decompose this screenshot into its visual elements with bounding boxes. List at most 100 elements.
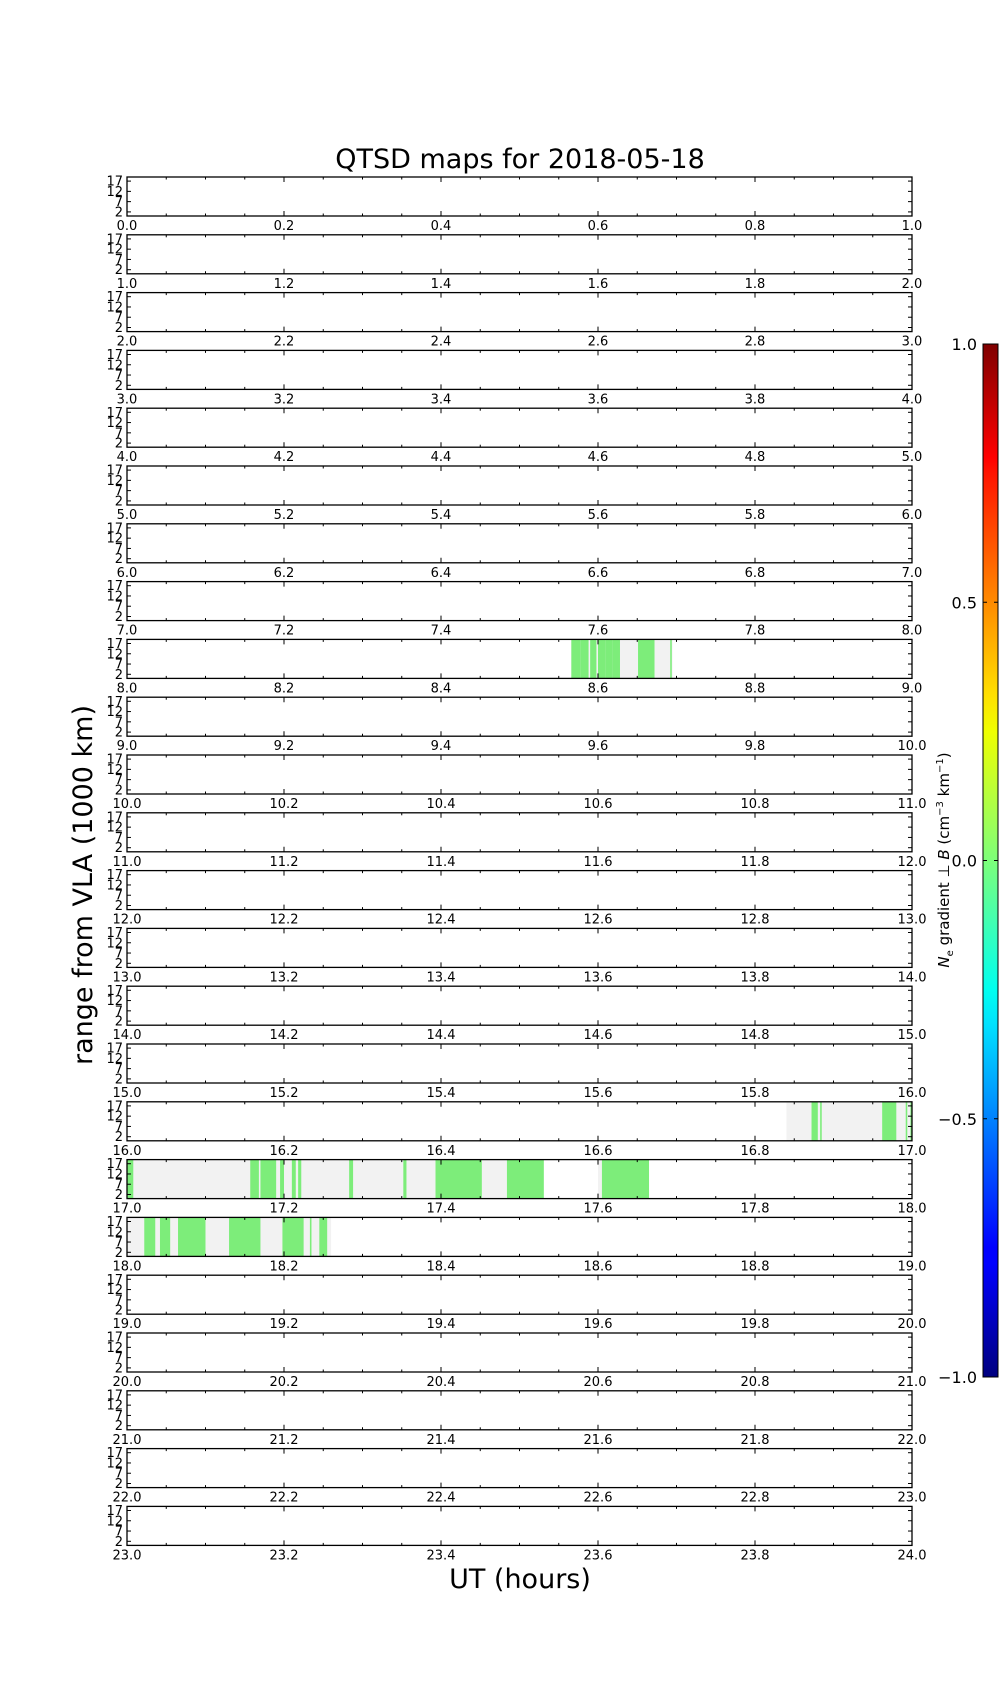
y-tick-label: 7 <box>115 1062 123 1077</box>
x-tick-label: 13.6 <box>584 970 613 985</box>
y-tick-label: 2 <box>115 1535 123 1550</box>
x-tick-label: 14.0 <box>898 970 927 985</box>
x-tick-label: 16.6 <box>584 1144 613 1159</box>
chart-title: QTSD maps for 2018-05-18 <box>335 144 705 175</box>
x-tick-label: 2.4 <box>431 335 452 350</box>
x-tick-label: 1.0 <box>902 219 923 234</box>
x-tick-label: 3.0 <box>117 392 138 407</box>
signal-band <box>820 1101 822 1141</box>
x-tick-label: 19.4 <box>427 1317 456 1332</box>
x-tick-label: 15.8 <box>741 1086 770 1101</box>
y-tick-label: 12 <box>106 358 123 373</box>
signal-band <box>590 639 597 679</box>
x-tick-label: 17.0 <box>113 1202 142 1217</box>
x-tick-label: 10.0 <box>113 797 142 812</box>
x-tick-label: 0.8 <box>745 219 766 234</box>
colorbar-label-exp2: −1 <box>935 758 946 773</box>
x-tick-label: 3.4 <box>431 392 452 407</box>
x-tick-label: 6.2 <box>274 566 295 581</box>
x-tick-label: 4.6 <box>588 450 609 465</box>
y-tick-label: 2 <box>115 1188 123 1203</box>
colorbar-label: Ne gradient ⊥ B (cm−3 km−1) <box>935 752 956 967</box>
x-tick-label: 17.6 <box>584 1202 613 1217</box>
y-tick-label: 7 <box>115 542 123 557</box>
y-tick-label: 17 <box>106 348 123 363</box>
x-tick-label: 8.0 <box>902 624 923 639</box>
x-tick-label: 15.0 <box>898 1028 927 1043</box>
x-tick-label: 1.8 <box>745 277 766 292</box>
colorbar-label-b: B <box>935 849 953 859</box>
x-tick-label: 12.2 <box>270 913 299 928</box>
y-tick-label: 2 <box>115 552 123 567</box>
y-tick-label: 17 <box>106 695 123 710</box>
x-tick-label: 12.0 <box>113 913 142 928</box>
x-tick-label: 12.0 <box>898 855 927 870</box>
y-tick-label: 7 <box>115 600 123 615</box>
x-tick-label: 23.0 <box>898 1491 927 1506</box>
y-tick-label: 17 <box>106 1215 123 1230</box>
x-tick-label: 3.8 <box>745 392 766 407</box>
x-tick-label: 9.8 <box>745 739 766 754</box>
signal-band <box>811 1101 818 1141</box>
x-tick-label: 18.2 <box>270 1259 299 1274</box>
y-tick-label: 17 <box>106 810 123 825</box>
colorbar-tick-label: −0.5 <box>938 1110 977 1129</box>
x-tick-label: 22.4 <box>427 1491 456 1506</box>
signal-band <box>910 1101 912 1141</box>
y-tick-label: 7 <box>115 1120 123 1135</box>
y-tick-label: 17 <box>106 1331 123 1346</box>
y-tick-label: 2 <box>115 1419 123 1434</box>
y-tick-label: 7 <box>115 715 123 730</box>
y-tick-label: 2 <box>115 783 123 798</box>
y-tick-label: 2 <box>115 205 123 220</box>
x-tick-label: 23.4 <box>427 1548 456 1563</box>
y-tick-label: 17 <box>106 1446 123 1461</box>
x-tick-label: 17.2 <box>270 1202 299 1217</box>
x-tick-label: 21.6 <box>584 1433 613 1448</box>
x-tick-label: 6.0 <box>117 566 138 581</box>
y-tick-label: 2 <box>115 957 123 972</box>
x-tick-label: 10.4 <box>427 797 456 812</box>
x-tick-label: 8.4 <box>431 681 452 696</box>
y-tick-label: 17 <box>106 984 123 999</box>
x-tick-label: 19.8 <box>741 1317 770 1332</box>
signal-band <box>601 1159 650 1199</box>
y-tick-label: 7 <box>115 1236 123 1251</box>
y-tick-label: 7 <box>115 1525 123 1540</box>
y-tick-label: 7 <box>115 831 123 846</box>
y-tick-label: 7 <box>115 369 123 384</box>
colorbar-tick-label: 0.0 <box>952 852 977 871</box>
x-tick-label: 18.8 <box>741 1259 770 1274</box>
x-tick-label: 5.8 <box>745 508 766 523</box>
y-tick-label: 7 <box>115 484 123 499</box>
x-tick-label: 4.0 <box>117 450 138 465</box>
x-tick-label: 22.8 <box>741 1491 770 1506</box>
x-tick-label: 21.8 <box>741 1433 770 1448</box>
x-tick-label: 9.0 <box>117 739 138 754</box>
y-tick-label: 2 <box>115 263 123 278</box>
x-tick-label: 9.6 <box>588 739 609 754</box>
x-tick-label: 11.0 <box>898 797 927 812</box>
x-tick-label: 5.4 <box>431 508 452 523</box>
x-tick-label: 20.0 <box>898 1317 927 1332</box>
x-tick-label: 6.4 <box>431 566 452 581</box>
y-tick-label: 7 <box>115 1293 123 1308</box>
x-tick-label: 19.6 <box>584 1317 613 1332</box>
colorbar-tick-label: −1.0 <box>938 1368 977 1387</box>
x-tick-label: 14.2 <box>270 1028 299 1043</box>
x-tick-label: 20.6 <box>584 1375 613 1390</box>
signal-band <box>638 639 655 679</box>
x-tick-label: 1.4 <box>431 277 452 292</box>
y-tick-label: 12 <box>106 589 123 604</box>
x-tick-label: 11.2 <box>270 855 299 870</box>
x-tick-label: 11.0 <box>113 855 142 870</box>
panel-frame <box>126 1447 913 1489</box>
x-tick-label: 1.2 <box>274 277 295 292</box>
x-tick-label: 13.8 <box>741 970 770 985</box>
